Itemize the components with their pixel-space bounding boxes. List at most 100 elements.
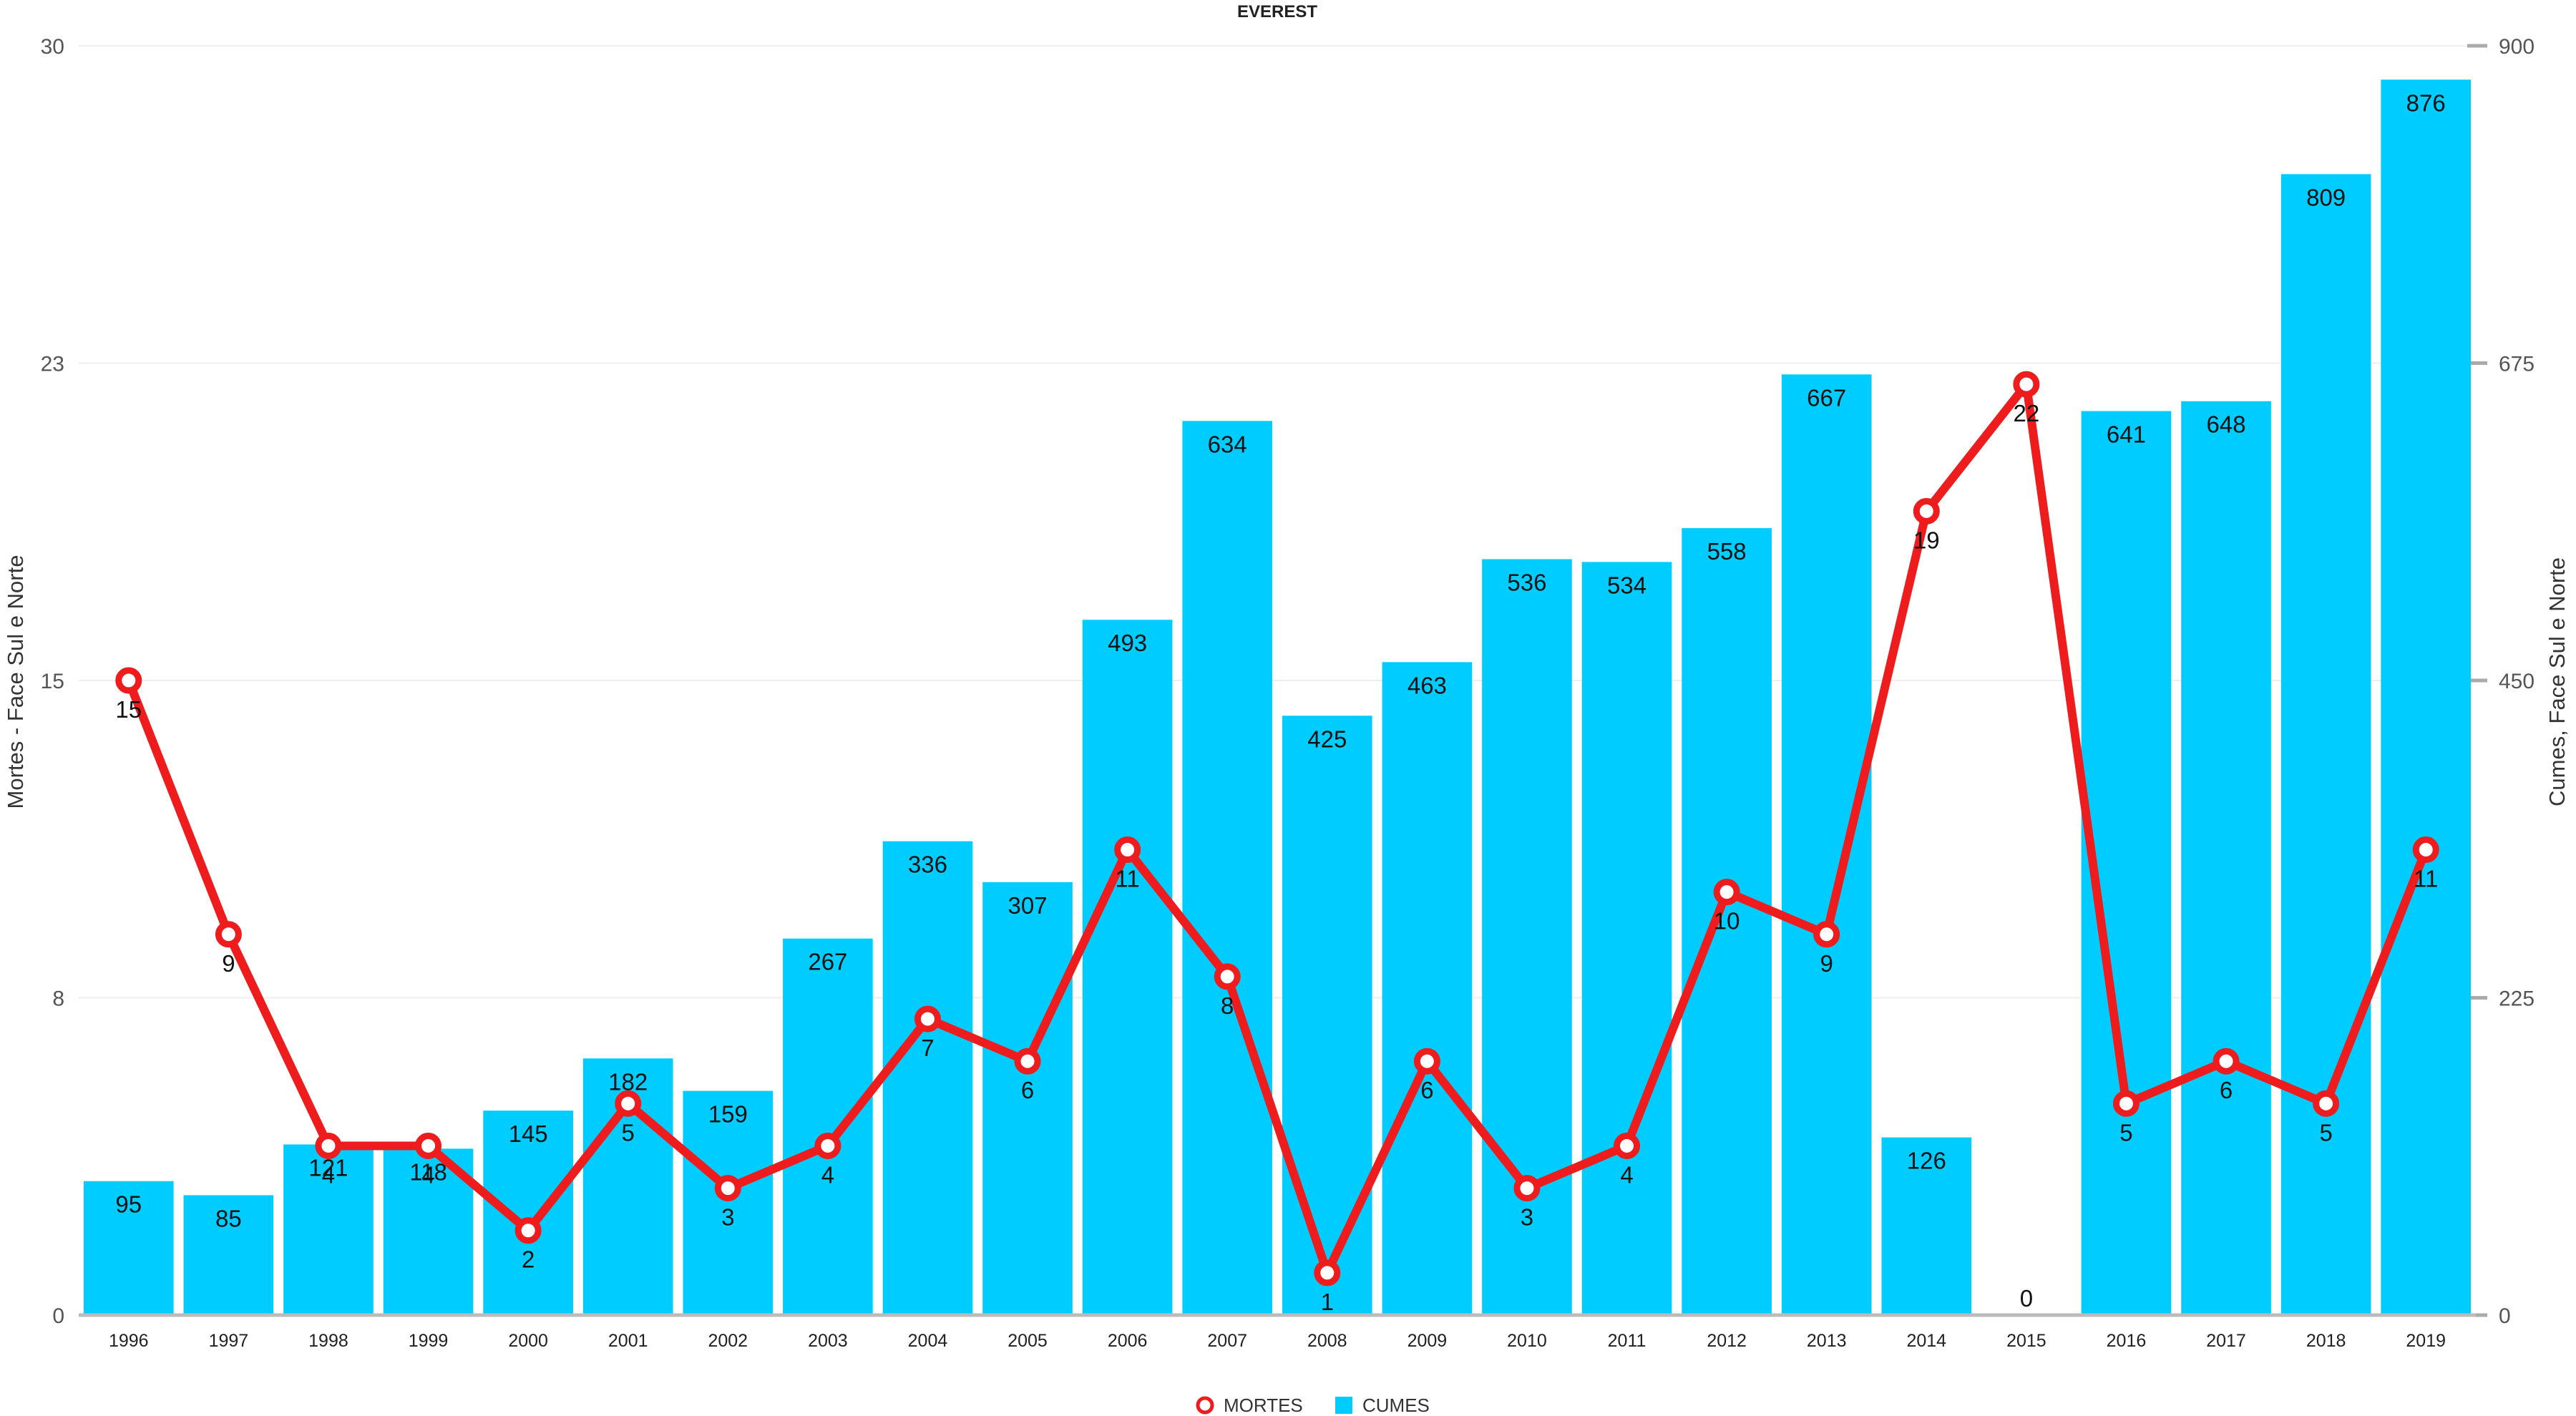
bar-data-label: 145 <box>509 1120 548 1147</box>
legend-item-mortes[interactable]: MORTES <box>1196 1395 1303 1416</box>
left-tick-label: 0 <box>52 1304 64 1328</box>
line-data-label: 5 <box>622 1119 635 1146</box>
right-tick-label: 675 <box>2499 353 2534 376</box>
x-tick-label: 2008 <box>1307 1331 1347 1351</box>
line-point[interactable] <box>1813 921 1840 948</box>
legend-mortes-marker <box>1196 1396 1214 1415</box>
line-point[interactable] <box>215 921 242 948</box>
bar[interactable] <box>283 1144 374 1315</box>
bar-data-label: 648 <box>2207 411 2246 438</box>
line-point[interactable] <box>1413 1048 1440 1075</box>
line-point[interactable] <box>1614 1132 1641 1159</box>
right-tick-label: 0 <box>2499 1304 2511 1328</box>
chart-title: EVEREST <box>1237 2 1317 21</box>
bar[interactable] <box>683 1090 774 1315</box>
x-tick-label: 2007 <box>1207 1331 1247 1351</box>
x-tick-label: 2014 <box>1906 1331 1946 1351</box>
line-point[interactable] <box>914 1005 941 1032</box>
line-data-label: 3 <box>1521 1204 1533 1231</box>
line-point[interactable] <box>1214 963 1241 990</box>
bar[interactable] <box>83 1181 174 1315</box>
line-point[interactable] <box>2212 1048 2240 1075</box>
bar[interactable] <box>2381 79 2472 1316</box>
line-data-label: 8 <box>1221 992 1234 1019</box>
bar[interactable] <box>882 841 973 1315</box>
bar[interactable] <box>483 1110 573 1315</box>
x-tick-label: 2001 <box>608 1331 648 1351</box>
line-point[interactable] <box>115 667 142 694</box>
left-axis-title: Mortes - Face Sul e Norte <box>3 555 28 809</box>
line-point[interactable] <box>1314 1259 1341 1286</box>
x-axis-ticks: 1996 1997 1998 1999 2000 2001 2002 2003 2004 2005… <box>109 1331 2446 1351</box>
line-data-label: 9 <box>1820 950 1833 977</box>
line-point[interactable] <box>2313 1090 2340 1117</box>
line-point[interactable] <box>1913 497 1940 524</box>
grid-lines <box>79 45 2476 999</box>
line-point[interactable] <box>2412 836 2439 864</box>
line-point[interactable] <box>514 1217 542 1244</box>
line-point[interactable] <box>814 1132 841 1159</box>
right-tick-label: 450 <box>2499 670 2534 693</box>
bar[interactable] <box>1682 528 1772 1315</box>
line-data-label: 3 <box>721 1204 734 1231</box>
line-point[interactable] <box>315 1132 342 1159</box>
line-point[interactable] <box>714 1175 741 1202</box>
bar[interactable] <box>1781 374 1872 1316</box>
line-data-label: 6 <box>2220 1077 2233 1103</box>
x-tick-label: 2005 <box>1008 1331 1048 1351</box>
line-point[interactable] <box>1713 879 1740 906</box>
bar-data-label: 159 <box>708 1101 748 1128</box>
x-tick-label: 2000 <box>508 1331 548 1351</box>
line-point[interactable] <box>1114 836 1141 864</box>
bar-data-label: 876 <box>2406 89 2446 116</box>
x-tick-label: 2006 <box>1108 1331 1148 1351</box>
bar[interactable] <box>1382 662 1473 1315</box>
bar[interactable] <box>783 938 873 1315</box>
line-point[interactable] <box>2013 371 2040 398</box>
line-data-label: 11 <box>2414 866 2438 892</box>
bar-data-label: 493 <box>1108 630 1147 656</box>
bar[interactable] <box>1082 620 1173 1315</box>
line-point[interactable] <box>415 1132 442 1159</box>
bar[interactable] <box>1482 559 1572 1316</box>
legend: MORTES CUMES <box>1196 1395 1430 1416</box>
bar-data-label: 95 <box>115 1191 142 1218</box>
line-path <box>124 380 2431 1277</box>
x-tick-label: 2010 <box>1507 1331 1547 1351</box>
x-tick-label: 2013 <box>1807 1331 1847 1351</box>
bar[interactable] <box>1581 562 1672 1315</box>
left-tick-label: 23 <box>41 353 64 376</box>
bar-data-label: 463 <box>1407 672 1447 698</box>
x-tick-label: 2016 <box>2107 1331 2147 1351</box>
bar[interactable] <box>1282 716 1372 1315</box>
bar[interactable] <box>2280 174 2371 1316</box>
legend-item-cumes[interactable]: CUMES <box>1335 1395 1430 1416</box>
bar-data-label: 641 <box>2107 421 2146 448</box>
right-tick-label: 225 <box>2499 987 2534 1011</box>
bar[interactable] <box>183 1195 274 1315</box>
line-point[interactable] <box>615 1090 642 1117</box>
line-data-label: 2 <box>522 1246 535 1273</box>
legend-mortes-label: MORTES <box>1224 1395 1303 1416</box>
bar-data-label: 536 <box>1507 569 1546 595</box>
x-tick-label: 2002 <box>708 1331 748 1351</box>
bar-data-label: 667 <box>1807 384 1846 411</box>
line-point[interactable] <box>2112 1090 2140 1117</box>
bar-data-label: 809 <box>2306 184 2346 210</box>
bar[interactable] <box>1182 421 1273 1315</box>
bar[interactable] <box>2181 401 2271 1315</box>
line-point[interactable] <box>1513 1175 1541 1202</box>
line-data-label: 7 <box>921 1035 934 1061</box>
line-data-label: 4 <box>1620 1161 1633 1188</box>
line-point[interactable] <box>1014 1048 1041 1075</box>
bar[interactable] <box>1881 1137 1972 1315</box>
bar-data-label: 118 <box>409 1158 447 1185</box>
line-series <box>115 371 2439 1286</box>
line-data-label: 4 <box>421 1161 434 1188</box>
right-axis-ticks: 0 225 450 675 900 <box>2467 35 2534 1328</box>
bar[interactable] <box>982 882 1073 1315</box>
x-tick-label: 2012 <box>1707 1331 1747 1351</box>
